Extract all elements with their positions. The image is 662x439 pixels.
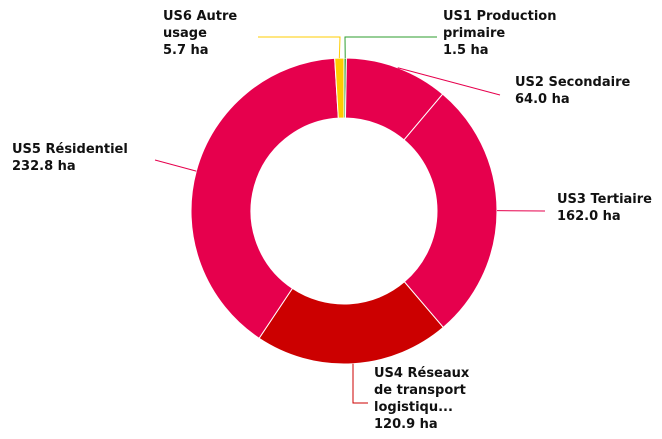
slice-label: US2 Secondaire — [515, 75, 631, 90]
label-line: logistiqu... — [374, 400, 453, 415]
value-label: 1.5 ha — [443, 43, 489, 58]
label-line: primaire — [443, 26, 505, 41]
donut-slice — [258, 281, 444, 365]
value-label: 64.0 ha — [515, 92, 570, 107]
donut-slice — [334, 57, 345, 119]
leader-line — [258, 36, 341, 59]
slice-label: US5 Résidentiel — [12, 142, 128, 157]
donut-slice — [403, 93, 498, 329]
label-line: de transport — [374, 383, 466, 398]
leader-line — [352, 363, 368, 404]
label-line: US6 Autre — [163, 9, 237, 24]
slice-label: US6 Autre usage — [163, 9, 237, 41]
value-label: 120.9 ha — [374, 417, 438, 432]
label-line: US5 Résidentiel — [12, 142, 128, 157]
leader-line — [344, 36, 437, 59]
slice-label: US1 Production primaire — [443, 9, 556, 41]
label-line: usage — [163, 26, 207, 41]
leader-line — [154, 159, 197, 172]
value-label: 232.8 ha — [12, 159, 76, 174]
label-line: US1 Production — [443, 9, 556, 24]
leader-line — [397, 67, 501, 96]
slice-label: US4 Réseaux de transport logistiqu... — [374, 366, 470, 415]
label-line: US4 Réseaux — [374, 366, 470, 381]
slice-label: US3 Tertiaire — [557, 192, 652, 207]
label-line: US3 Tertiaire — [557, 192, 652, 207]
donut-slice — [190, 57, 339, 339]
value-label: 5.7 ha — [163, 43, 209, 58]
value-label: 162.0 ha — [557, 209, 621, 224]
label-line: US2 Secondaire — [515, 75, 631, 90]
